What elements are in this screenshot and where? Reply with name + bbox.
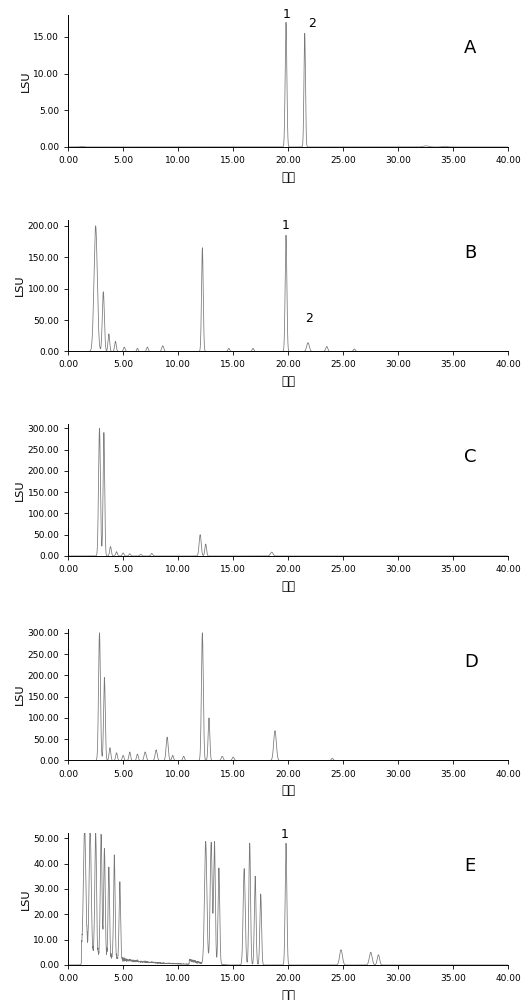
Text: A: A [464, 39, 477, 57]
Text: C: C [464, 448, 477, 466]
Y-axis label: LSU: LSU [15, 684, 25, 705]
Text: D: D [464, 653, 478, 671]
X-axis label: 分钟: 分钟 [281, 580, 295, 593]
X-axis label: 分钟: 分钟 [281, 784, 295, 797]
Y-axis label: LSU: LSU [15, 479, 25, 501]
Y-axis label: LSU: LSU [20, 888, 30, 910]
Text: 1: 1 [283, 8, 291, 21]
Y-axis label: LSU: LSU [15, 275, 25, 296]
Text: 2: 2 [305, 312, 313, 325]
Text: 1: 1 [281, 219, 289, 232]
X-axis label: 分钟: 分钟 [281, 989, 295, 1000]
Text: E: E [464, 857, 475, 875]
Text: B: B [464, 243, 476, 261]
X-axis label: 分钟: 分钟 [281, 171, 295, 184]
X-axis label: 分钟: 分钟 [281, 375, 295, 388]
Text: 2: 2 [308, 17, 316, 30]
Text: 1: 1 [280, 828, 288, 841]
Y-axis label: LSU: LSU [20, 70, 30, 92]
